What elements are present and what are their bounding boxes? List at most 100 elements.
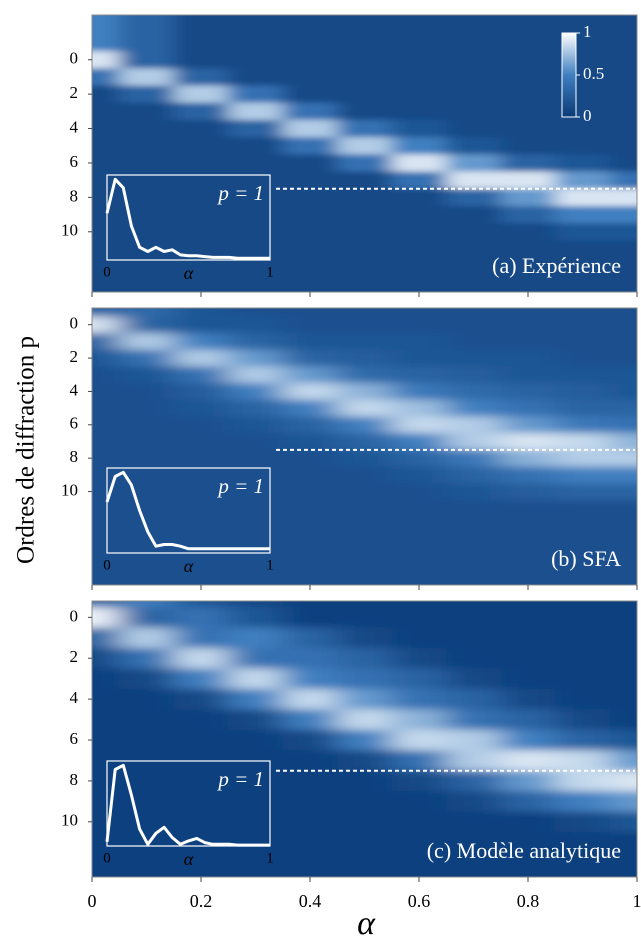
heatmap-cell [282, 607, 338, 629]
heatmap [92, 15, 637, 292]
heatmap-cell [119, 729, 175, 751]
heatmap-cell [173, 240, 229, 292]
heatmap-cell [282, 729, 338, 751]
heatmap-cell [282, 449, 338, 468]
heatmap-cell [173, 601, 229, 608]
heatmap-cell [92, 205, 120, 224]
heatmap-cell [609, 119, 637, 138]
heatmap-cell [92, 750, 120, 772]
heatmap-cell [92, 51, 120, 69]
heatmap-cell [173, 399, 229, 417]
heatmap-cell [173, 223, 229, 241]
inset-tick-label: 0 [103, 557, 111, 573]
y-tick-label: 10 [61, 811, 78, 830]
heatmap-cell [609, 349, 637, 367]
heatmap-cell [282, 188, 338, 207]
panel-title: (a) Expérience [492, 253, 621, 278]
heatmap-cell [173, 729, 229, 751]
heatmap-cell [446, 729, 502, 751]
heatmap-cell [446, 349, 502, 367]
heatmap-cell [337, 102, 393, 121]
heatmap-cell [282, 648, 338, 669]
heatmap-cell [446, 51, 502, 69]
heatmap-cell [609, 433, 637, 451]
inset-tick-label: 0 [103, 850, 111, 866]
heatmap-cell [282, 223, 338, 241]
heatmap-cell [555, 333, 611, 351]
heatmap-cell [446, 366, 502, 384]
heatmap-cell [391, 316, 447, 334]
heatmap-cell [446, 709, 502, 731]
heatmap-cell [391, 308, 447, 317]
heatmap-cell [609, 648, 637, 669]
heatmap-cell [446, 668, 502, 690]
heatmap-cell [228, 333, 284, 351]
heatmap-cell [228, 137, 284, 155]
heatmap-cell [337, 316, 393, 334]
heatmap-cell [282, 499, 338, 585]
heatmap-cell [609, 316, 637, 334]
heatmap-cell [173, 349, 229, 367]
heatmap-cell [391, 811, 447, 833]
heatmap-cell [337, 627, 393, 649]
heatmap-cell [391, 466, 447, 484]
heatmap-cell [500, 240, 556, 292]
heatmap-cell [555, 240, 611, 292]
heatmap-cell [391, 499, 447, 585]
panel-frame [91, 307, 638, 586]
y-tick-label: 0 [70, 49, 79, 68]
heatmap-cell [391, 433, 447, 451]
heatmap-cell [391, 383, 447, 401]
heatmap-cell [119, 188, 175, 207]
heatmap-cell [228, 601, 284, 608]
inset-label: p = 1 [216, 767, 264, 791]
heatmap-cell [555, 832, 611, 877]
heatmap-cell [228, 349, 284, 367]
heatmap-cell [119, 466, 175, 484]
heatmap-cell [282, 349, 338, 367]
heatmap-cell [173, 119, 229, 138]
heatmap-cell [228, 119, 284, 138]
heatmap-cell [609, 333, 637, 351]
heatmap-cell [391, 399, 447, 417]
heatmap-cell [391, 51, 447, 69]
heatmap-cell [609, 770, 637, 792]
inset-tick-label: 1 [266, 557, 274, 573]
heatmap-cell [391, 601, 447, 608]
inset-label: p = 1 [216, 474, 264, 498]
heatmap-cell [555, 433, 611, 451]
y-axis-label: Ordres de diffraction p [13, 336, 40, 564]
heatmap-cell [173, 811, 229, 833]
heatmap-cell [282, 366, 338, 384]
heatmap-cell [282, 51, 338, 69]
y-tick-label: 0 [70, 606, 79, 625]
heatmap-cell [282, 688, 338, 710]
heatmap-cell [555, 791, 611, 813]
inset-curve [105, 470, 270, 551]
heatmap-cell [92, 171, 120, 190]
heatmap-cell [228, 399, 284, 417]
y-tick-label: 4 [70, 117, 79, 136]
heatmap-cell [92, 68, 120, 87]
heatmap-cell [119, 85, 175, 104]
heatmap-cell [119, 399, 175, 417]
heatmap-cell [500, 601, 556, 608]
y-tick-label: 6 [70, 152, 79, 171]
heatmap-cell [391, 137, 447, 155]
heatmap-cell [555, 607, 611, 629]
heatmap-cell [337, 791, 393, 813]
heatmap-cell [173, 449, 229, 468]
heatmap-cell [337, 483, 393, 501]
heatmap-cell [446, 791, 502, 813]
y-tick-label: 8 [70, 447, 79, 466]
heatmap-cell [391, 416, 447, 434]
heatmap-cell [119, 102, 175, 121]
heatmap-cell [92, 433, 120, 451]
heatmap-cell [282, 171, 338, 190]
heatmap-cell [119, 627, 175, 649]
heatmap-cell [119, 119, 175, 138]
heatmap-cell [500, 308, 556, 317]
heatmap-cell [282, 811, 338, 833]
heatmap-cell [337, 466, 393, 484]
heatmap-cell [555, 383, 611, 401]
